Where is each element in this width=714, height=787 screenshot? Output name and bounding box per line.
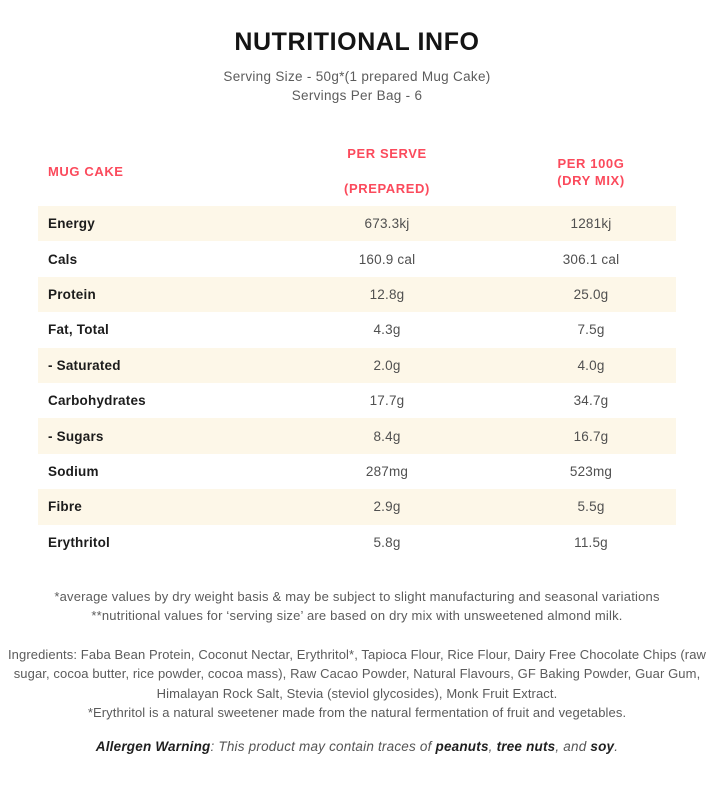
per-100g-value: 7.5g [577,322,605,338]
row-label: Protein [48,286,96,302]
footnote-average-values: *average values by dry weight basis & ma… [54,588,660,604]
per-100g-header-line1: PER 100G [557,156,625,171]
table-row: Protein 12.8g 25.0g [38,276,676,313]
allergen-item-tree-nuts: tree nuts [496,738,556,754]
row-label: - Saturated [48,357,121,373]
per-serve-value: 287mg [365,463,409,479]
footnote-serving-size: **nutritional values for ‘serving size’ … [91,608,623,624]
per-serve-value: 4.3g [373,322,401,338]
per-100g-value: 523mg [569,463,613,479]
row-label: Carbohydrates [48,393,146,409]
erythritol-note: *Erythritol is a natural sweetener made … [87,705,627,721]
row-label: Cals [48,251,78,267]
page-title: NUTRITIONAL INFO [234,28,480,56]
table-header: MUG CAKE PER SERVE (PREPARED) PER 100G (… [38,143,676,206]
per-serve-header-line2: (PREPARED) [344,181,430,196]
serving-size-text: Serving Size - 50g*(1 prepared Mug Cake) [223,69,491,84]
per-100g-value: 306.1 cal [562,251,620,267]
table-row: Erythritol 5.8g 11.5g [38,524,676,560]
per-serve-value: 2.0g [373,357,401,373]
table-row: Energy 673.3kj 1281kj [38,206,676,242]
per-serve-value: 2.9g [373,499,401,515]
serving-info: Serving Size - 50g*(1 prepared Mug Cake)… [0,67,714,105]
per-serve-value: 17.7g [369,393,405,409]
table-row: - Saturated 2.0g 4.0g [38,347,676,383]
ingredients-section: Ingredients: Faba Bean Protein, Coconut … [6,645,708,723]
row-label: Fat, Total [48,322,109,338]
per-serve-value: 160.9 cal [358,251,416,267]
row-label: Fibre [48,499,83,515]
table-body: Energy 673.3kj 1281kj Cals 160.9 cal 306.1 ca… [38,206,676,560]
per-100g-value: 34.7g [573,393,609,409]
nutrition-panel: NUTRITIONAL INFO Serving Size - 50g*(1 p… [0,28,714,787]
nutrition-table: MUG CAKE PER SERVE (PREPARED) PER 100G (… [38,143,676,560]
allergen-label: Allergen Warning [95,738,211,754]
allergen-item-soy: soy [590,738,615,754]
allergen-sep1: , [488,738,497,754]
table-row: - Sugars 8.4g 16.7g [38,418,676,454]
per-serve-value: 673.3kj [364,216,410,232]
servings-per-bag-text: Servings Per Bag - 6 [291,88,423,103]
per-serve-header-line1: PER SERVE [347,146,427,161]
table-row: Fat, Total 4.3g 7.5g [38,312,676,348]
per-serve-value: 5.8g [373,534,401,550]
allergen-period: . [614,738,619,754]
table-row: Cals 160.9 cal 306.1 cal [38,241,676,277]
per-100g-value: 1281kj [570,216,612,232]
per-serve-value: 8.4g [373,428,401,444]
per-100g-value: 5.5g [577,499,605,515]
allergen-warning: Allergen Warning: This product may conta… [0,739,714,754]
per-100g-value: 11.5g [574,534,608,550]
table-row: Fibre 2.9g 5.5g [38,489,676,525]
column-header-product: MUG CAKE [48,164,124,179]
allergen-colon: : [210,738,219,754]
allergen-sep2: , and [555,738,591,754]
allergen-text: This product may contain traces of [218,738,436,754]
per-serve-value: 12.8g [369,286,405,302]
row-label: Erythritol [48,534,111,550]
per-100g-value: 25.0g [573,286,609,302]
column-header-per-serve: PER SERVE (PREPARED) [268,143,506,206]
row-label: Sodium [48,463,99,479]
column-header-per-100g: PER 100G (DRY MIX) [506,143,676,206]
footnotes: *average values by dry weight basis & ma… [0,587,714,626]
per-100g-value: 16.7g [573,428,609,444]
per-100g-value: 4.0g [577,357,605,373]
table-row: Carbohydrates 17.7g 34.7g [38,382,676,419]
row-label: Energy [48,216,95,232]
ingredients-text: Ingredients: Faba Bean Protein, Coconut … [7,646,707,701]
allergen-item-peanuts: peanuts [435,738,489,754]
per-100g-header-line2: (DRY MIX) [557,173,625,188]
table-row: Sodium 287mg 523mg [38,453,676,490]
row-label: - Sugars [48,428,104,444]
